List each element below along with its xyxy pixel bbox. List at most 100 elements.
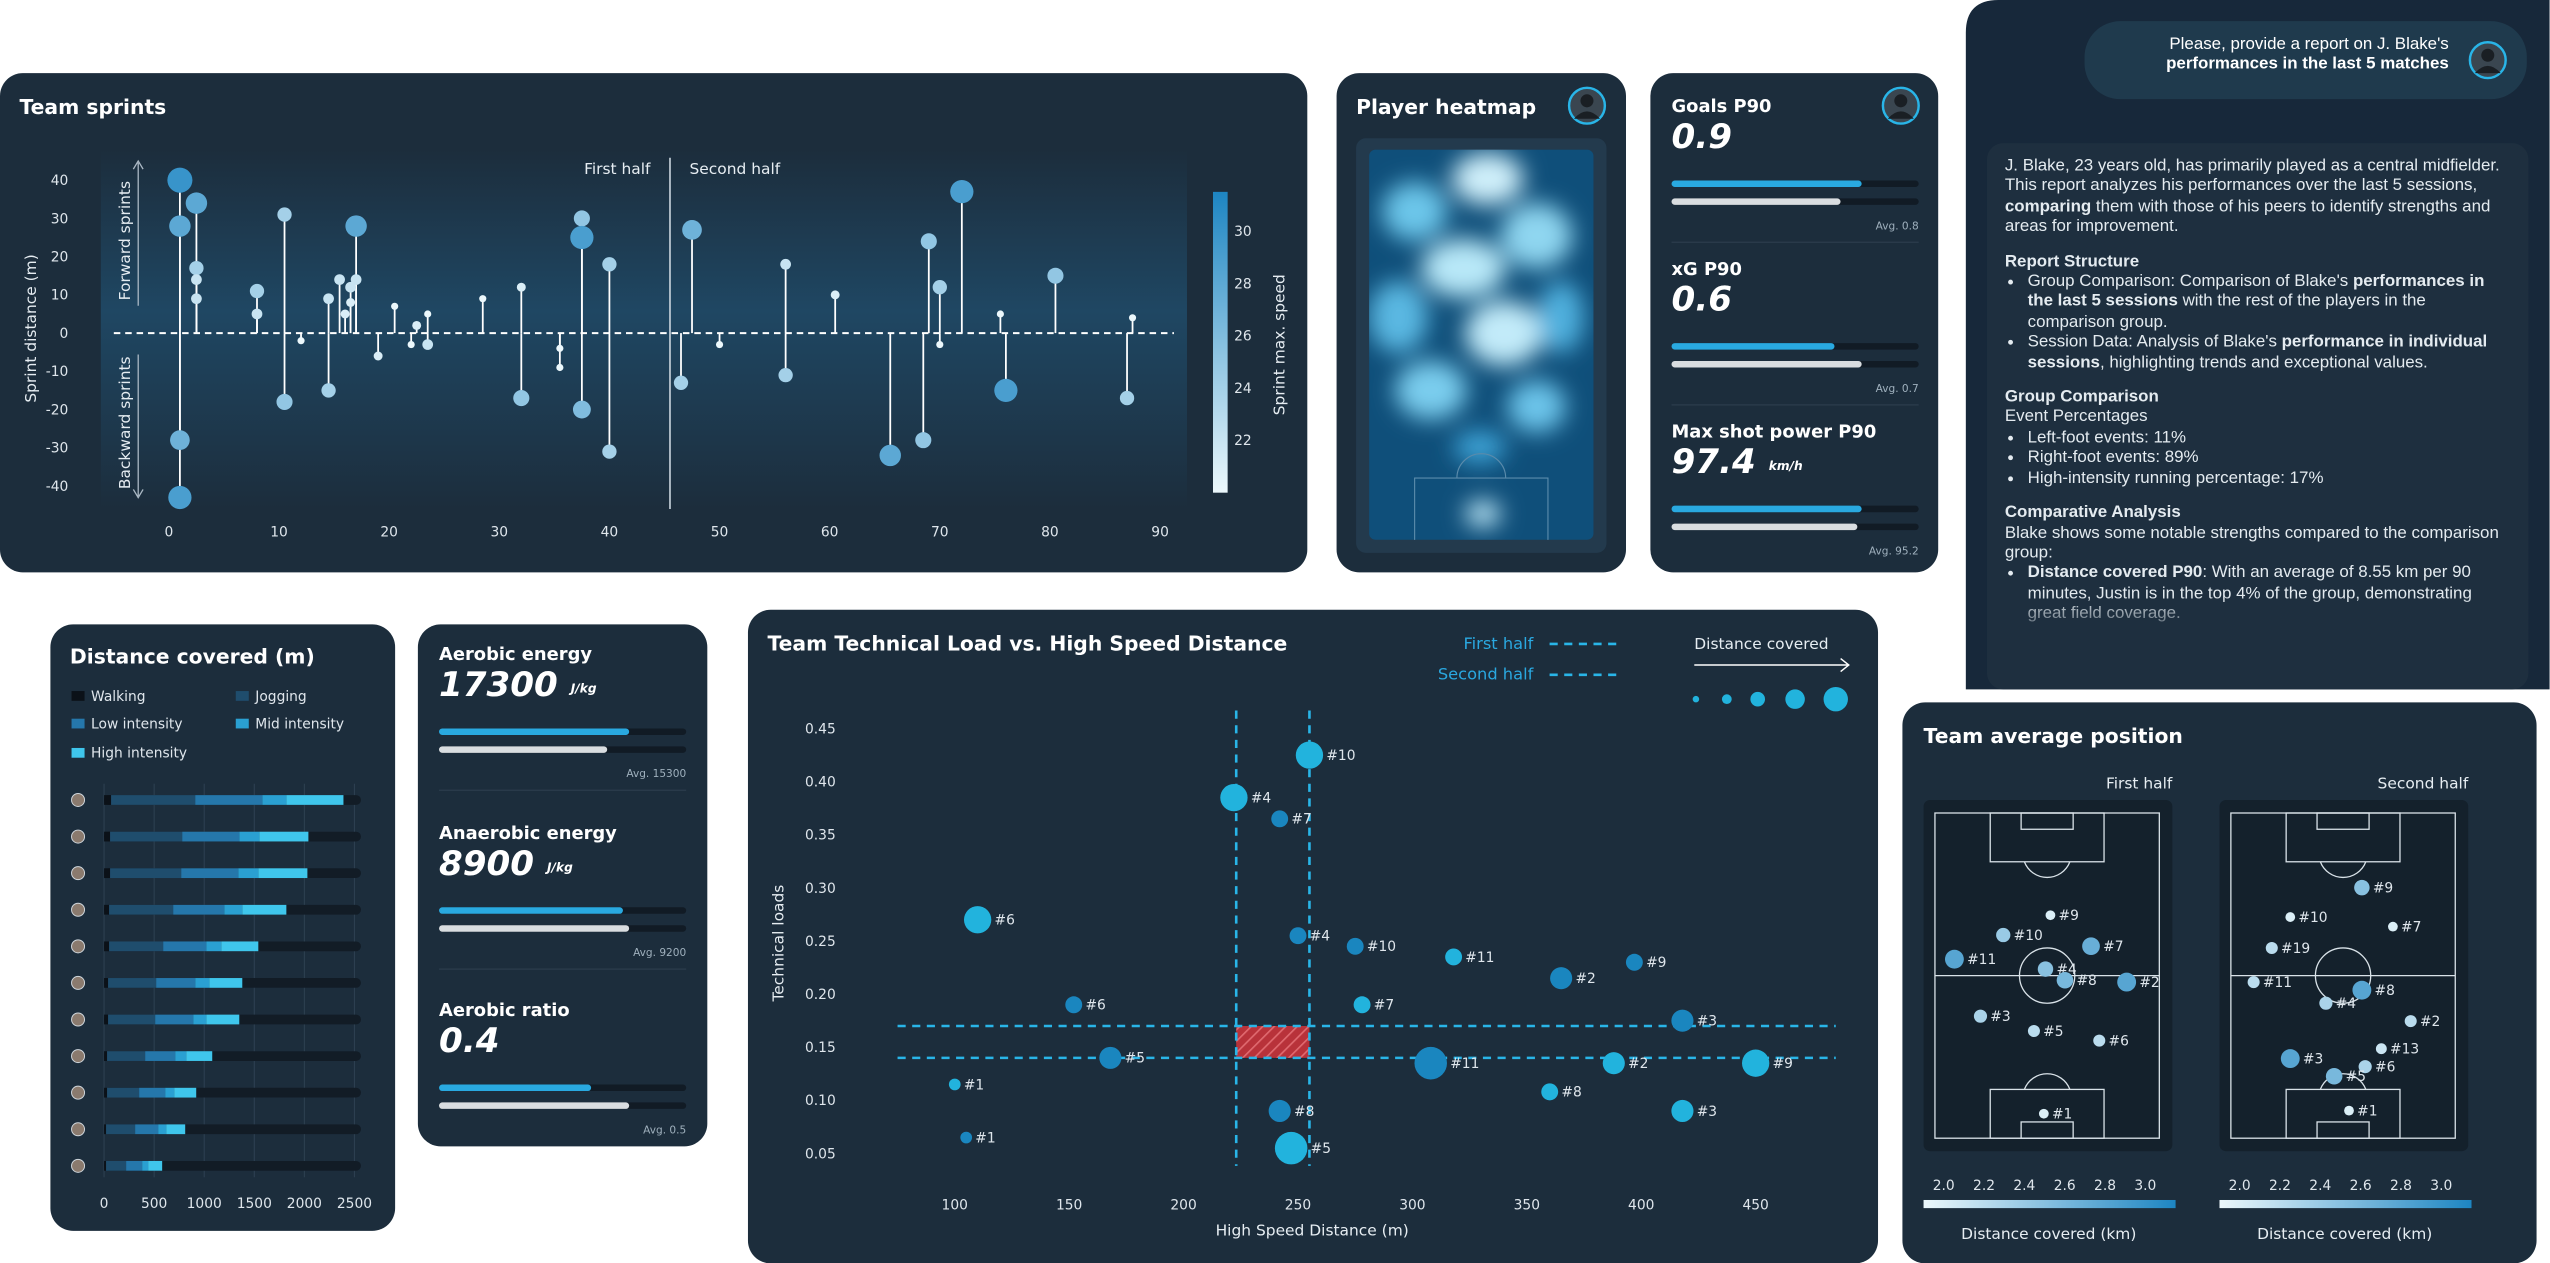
- response-paragraph: J. Blake, 23 years old, has primarily pl…: [2005, 158, 2512, 239]
- player-label: #5: [2043, 1024, 2063, 1040]
- pitch-line: [2316, 1121, 2370, 1139]
- lollipop-head: [185, 192, 208, 214]
- lollipop-head: [479, 295, 487, 303]
- x-tick-label: 500: [141, 1196, 167, 1212]
- scatter-point: [1274, 1131, 1308, 1165]
- player-dot: [2280, 1049, 2300, 1069]
- pitch-line: [2023, 861, 2071, 878]
- metric-value: 17300: [439, 665, 558, 705]
- colorbar-tick-label: 2.6: [2054, 1178, 2076, 1194]
- size-legend-dot: [1785, 689, 1805, 709]
- half-label: Second half: [689, 160, 780, 178]
- y-tick-label: 20: [51, 250, 69, 266]
- bar-segment: [193, 1014, 207, 1025]
- bar-segment: [155, 1014, 194, 1025]
- chat-text: performances in the last 5 sessions: [2027, 273, 2485, 312]
- legend-swatch: [71, 718, 85, 729]
- chat-text: Blake shows some notable strengths compa…: [2004, 524, 2499, 563]
- size-legend-dot: [1823, 686, 1848, 712]
- colorbar-tick-label: 24: [1234, 381, 1252, 397]
- scatter-point: [1541, 1083, 1559, 1101]
- bar-segment: [109, 941, 164, 952]
- request-line: performances in the last 5 matches: [2166, 55, 2449, 74]
- metric-value: 97.4: [1672, 442, 1756, 482]
- lollipop-head: [602, 257, 617, 272]
- player-label: #5: [2346, 1069, 2366, 1085]
- x-tick-label: 30: [490, 525, 508, 541]
- colorbar-tick-label: 30: [1234, 224, 1252, 240]
- lollipop-head: [879, 444, 901, 467]
- legend-swatch: [71, 747, 85, 758]
- response-heading: Comparative Analysis: [2004, 504, 2181, 523]
- bar-track: [104, 1160, 361, 1171]
- lollipop-head: [346, 298, 356, 307]
- avatar: [71, 902, 86, 917]
- bar-segment: [107, 1051, 146, 1061]
- scatter-point: [1295, 741, 1324, 769]
- response-paragraph: Event Percentages: [2005, 409, 2512, 429]
- player-label: #19: [2281, 941, 2310, 957]
- x-tick-label: 70: [931, 525, 949, 541]
- bar-segment: [238, 868, 259, 879]
- heatmap: [1369, 149, 1594, 540]
- bar-segment: [104, 868, 111, 879]
- lollipop-head: [996, 310, 1004, 318]
- y-tick-label: 40: [51, 173, 69, 189]
- colorbar-tick-label: 3.0: [2430, 1178, 2452, 1194]
- point-label: #2: [1575, 971, 1595, 987]
- player-dot: [1973, 1009, 1988, 1023]
- lollipop-head: [249, 283, 265, 299]
- bar-segment: [104, 1160, 107, 1171]
- metric-bar: [1671, 343, 1835, 350]
- arrow: [132, 159, 144, 306]
- legend-label: Walking: [91, 689, 145, 705]
- colorbar-tick-label: 2.8: [2390, 1178, 2412, 1194]
- pitch-line: [2023, 1073, 2071, 1090]
- point-label: #8: [1294, 1104, 1314, 1120]
- y-tick-label: 10: [51, 288, 69, 304]
- avatar: [71, 793, 86, 807]
- lollipop-head: [191, 274, 202, 285]
- chat-text: , highlighting trends and exceptional va…: [2099, 353, 2428, 372]
- lollipop-head: [323, 293, 334, 305]
- scatter-point: [1220, 783, 1248, 812]
- avatar: [71, 975, 86, 990]
- player-dot: [2354, 879, 2370, 896]
- panel-title: Team average position: [1924, 724, 2183, 748]
- y-tick-label: -40: [46, 479, 69, 495]
- metric-value: 0.9: [1672, 117, 1732, 157]
- panel: [50, 624, 396, 1231]
- axis-label: High Speed Distance (m): [1216, 1222, 1409, 1240]
- avg-label: Avg. 0.8: [1876, 220, 1919, 232]
- size-legend-dot: [1750, 691, 1766, 707]
- bar-segment: [104, 831, 111, 842]
- player-dot: [2265, 942, 2278, 955]
- bar-segment: [108, 1014, 156, 1025]
- bar-segment: [104, 795, 112, 805]
- x-tick-label: 50: [711, 525, 729, 541]
- player-dot: [2344, 1105, 2354, 1116]
- point-label: #7: [1291, 812, 1311, 828]
- lollipop-head: [516, 282, 526, 292]
- lollipop-head: [673, 375, 689, 390]
- scatter-point: [1268, 1099, 1291, 1123]
- axis-label: Technical loads: [770, 885, 788, 1003]
- avatar: [1881, 86, 1920, 125]
- bar-segment: [258, 868, 308, 879]
- x-tick-label: 200: [1170, 1198, 1196, 1214]
- chat-text: them with those of his peers to identify…: [2004, 198, 2491, 237]
- avatar: [1567, 86, 1607, 125]
- player-label: #10: [2298, 910, 2327, 926]
- colorbar-tick-label: 3.0: [2134, 1178, 2156, 1194]
- chat-text: with the rest of the players in the comp…: [2027, 293, 2426, 332]
- point-label: #7: [1374, 998, 1394, 1014]
- colorbar-tick-label: 2.4: [2013, 1178, 2035, 1194]
- player-dot: [2247, 976, 2260, 989]
- lollipop-head: [915, 432, 932, 449]
- metric-bar: [439, 728, 630, 735]
- y-tick-label: 0: [59, 326, 68, 342]
- player-dot: [2038, 1108, 2049, 1119]
- bar-segment: [173, 904, 225, 915]
- colorbar-tick-label: 26: [1234, 329, 1252, 345]
- point-label: #1: [975, 1130, 995, 1146]
